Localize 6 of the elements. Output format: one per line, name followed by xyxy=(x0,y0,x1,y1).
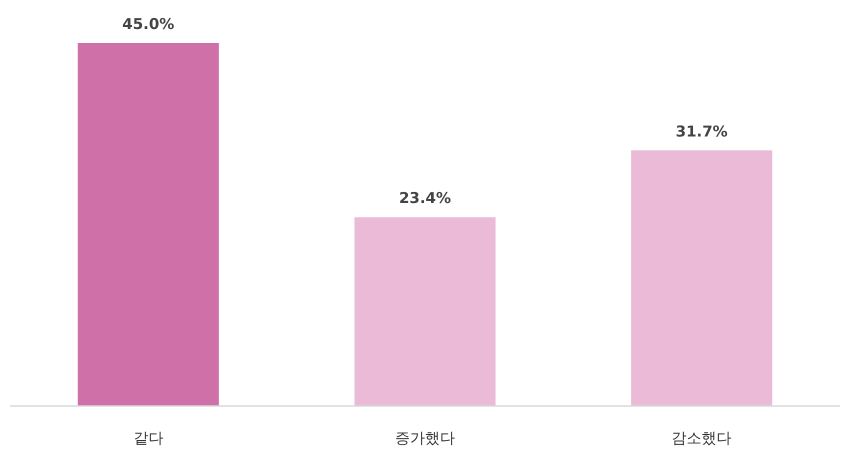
data-label: 23.4% xyxy=(398,189,452,208)
x-tick-label: 감소했다 xyxy=(672,429,732,447)
x-tick-label: 증가했다 xyxy=(395,429,455,447)
x-tick-label: 같다 xyxy=(133,429,164,447)
data-label: 31.7% xyxy=(676,122,728,140)
data-label: 45.0% xyxy=(122,15,174,33)
